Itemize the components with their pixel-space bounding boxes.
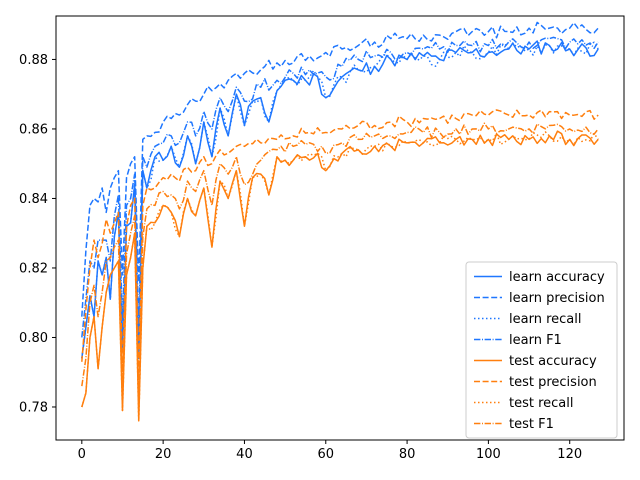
legend-label: learn recall xyxy=(509,312,581,327)
legend-label: learn F1 xyxy=(509,333,562,348)
series-layer xyxy=(81,21,599,422)
y-tick-label: 0.88 xyxy=(19,53,48,68)
legend-item: test F1 xyxy=(474,417,554,432)
legend-item: test accuracy xyxy=(474,354,597,369)
y-tick-label: 0.84 xyxy=(19,192,48,207)
y-tick-label: 0.82 xyxy=(19,261,48,276)
x-tick-label: 120 xyxy=(557,447,582,462)
y-tick-label: 0.80 xyxy=(19,331,48,346)
legend-label: learn accuracy xyxy=(509,270,605,285)
x-tick-label: 0 xyxy=(78,447,86,462)
legend-box xyxy=(465,261,618,439)
y-tick-label: 0.78 xyxy=(19,400,48,415)
series-line-test-f1 xyxy=(81,122,599,398)
legend: learn accuracy learn precision learn recal… xyxy=(465,261,618,439)
series-line-test-precision xyxy=(81,109,599,373)
legend-item: learn accuracy xyxy=(474,270,605,285)
y-tick-label: 0.86 xyxy=(19,122,48,137)
legend-label: test recall xyxy=(509,396,574,411)
y-axis: 0.78 0.80 0.82 0.84 0.86 0.88 xyxy=(19,53,56,415)
legend-item: test precision xyxy=(474,375,597,390)
x-tick-label: 60 xyxy=(317,447,334,462)
legend-label: learn precision xyxy=(509,291,605,306)
series-line-learn-f1 xyxy=(81,36,599,338)
plot-area xyxy=(55,15,625,441)
legend-label: test accuracy xyxy=(509,354,597,369)
x-tick-label: 100 xyxy=(476,447,501,462)
x-tick-label: 20 xyxy=(155,447,172,462)
legend-item: learn recall xyxy=(474,312,581,327)
legend-item: test recall xyxy=(474,396,574,411)
legend-item: learn F1 xyxy=(474,333,562,348)
x-axis: 0 20 40 60 80 100 120 xyxy=(78,440,582,462)
series-line-learn-precision xyxy=(81,21,599,317)
x-tick-label: 40 xyxy=(236,447,253,462)
x-tick-label: 80 xyxy=(399,447,416,462)
legend-label: test precision xyxy=(509,375,597,390)
series-line-learn-recall xyxy=(81,41,599,360)
legend-item: learn precision xyxy=(474,291,605,306)
series-line-test-recall xyxy=(81,131,599,422)
legend-label: test F1 xyxy=(509,417,554,432)
axes-border xyxy=(55,15,625,441)
